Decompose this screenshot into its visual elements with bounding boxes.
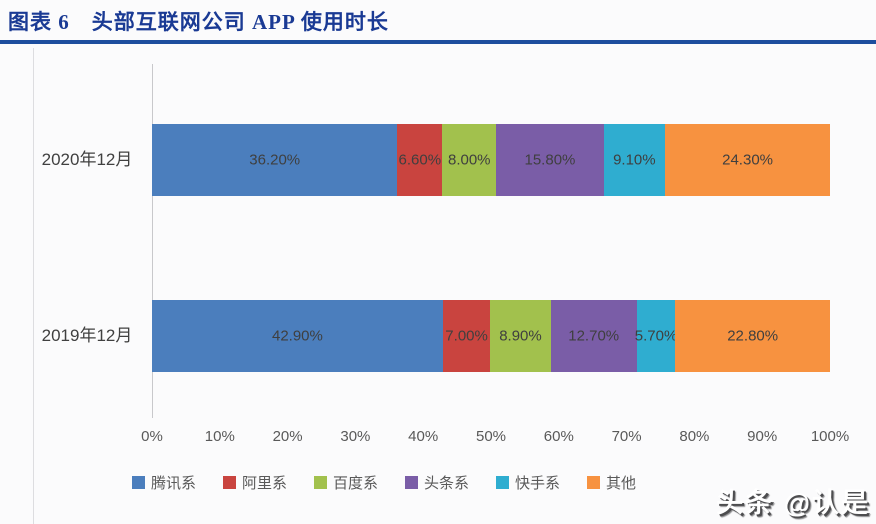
bar-segment-value: 8.90% (499, 327, 542, 345)
legend-item: 百度系 (313, 472, 378, 493)
legend-label: 快手系 (515, 475, 561, 492)
legend-swatch (405, 476, 418, 489)
bar-segment-腾讯系: 42.90% (152, 300, 443, 372)
x-tick-label: 10% (204, 428, 235, 445)
bar-row: 36.20% 6.60% 8.00% 15.80% 9.10% 24.30% (152, 124, 830, 196)
bar-segment-头条系: 15.80% (496, 124, 604, 196)
bar-segment-value: 5.70% (634, 327, 678, 345)
x-tick-label: 20% (272, 428, 303, 445)
bar-segment-阿里系: 6.60% (397, 124, 443, 196)
legend-label: 阿里系 (241, 475, 287, 492)
x-tick-label: 60% (543, 428, 574, 445)
x-tick-label: 100% (810, 428, 850, 445)
bar-segment-百度系: 8.00% (442, 124, 497, 196)
x-tick-label: 80% (679, 428, 710, 445)
figure-title: 图表 6 头部互联网公司 APP 使用时长 (8, 10, 389, 34)
legend-item: 头条系 (405, 472, 469, 493)
title-underline (0, 40, 876, 44)
legend-label: 腾讯系 (150, 475, 196, 492)
legend-swatch (587, 476, 601, 489)
x-tick-label: 70% (611, 428, 642, 445)
x-tick-label: 30% (340, 428, 371, 445)
bar-segment-快手系: 5.70% (634, 300, 678, 372)
bar-segment-value: 15.80% (524, 151, 576, 169)
bar-segment-value: 12.70% (568, 327, 620, 345)
bar-segment-value: 9.10% (613, 151, 656, 169)
bar-segment-其他: 22.80% (675, 300, 830, 372)
legend-item: 阿里系 (222, 472, 287, 493)
legend-swatch (131, 476, 145, 489)
bar-segment-快手系: 9.10% (603, 124, 666, 196)
watermark: 头条 @认是 (716, 488, 870, 518)
x-axis: 0% 10% 20% 30% 40% 50% 60% 70% 80% 90% 100% (0, 428, 876, 450)
bar-segment-value: 42.90% (271, 327, 323, 345)
x-tick-label: 0% (141, 428, 163, 445)
x-tick-label: 50% (475, 428, 507, 445)
bar-segment-value: 22.80% (727, 327, 779, 345)
bar-segment-value: 8.00% (447, 151, 491, 169)
bar-segment-value: 24.30% (722, 151, 773, 169)
legend-label: 头条系 (424, 475, 470, 492)
legend-item: 其他 (587, 472, 636, 493)
legend-item: 快手系 (496, 472, 560, 493)
legend: 腾讯系 阿里系 百度系 头条系 快手系 其他 (34, 472, 734, 493)
y-axis-line (152, 64, 153, 418)
bar-segment-阿里系: 7.00% (442, 300, 491, 372)
bar-segment-百度系: 8.90% (490, 300, 551, 372)
legend-swatch (222, 476, 236, 489)
category-label: 2019年12月 (41, 326, 133, 345)
document-cell-border (33, 48, 34, 524)
bar-row: 42.90% 7.00% 8.90% 12.70% 5.70% 22.80% (152, 300, 830, 372)
bar-segment-头条系: 12.70% (550, 300, 637, 372)
category-label: 2020年12月 (41, 150, 133, 169)
legend-swatch (496, 476, 510, 489)
legend-label: 百度系 (332, 475, 378, 492)
legend-label: 其他 (606, 475, 637, 492)
x-tick-label: 40% (408, 428, 439, 445)
legend-swatch (313, 476, 327, 489)
bar-segment-value: 7.00% (445, 327, 488, 345)
x-tick-label: 90% (747, 428, 778, 445)
bar-segment-value: 6.60% (398, 151, 442, 169)
bar-segment-其他: 24.30% (665, 124, 830, 196)
legend-item: 腾讯系 (131, 472, 196, 493)
bar-segment-腾讯系: 36.20% (152, 124, 398, 196)
bar-segment-value: 36.20% (249, 151, 301, 169)
